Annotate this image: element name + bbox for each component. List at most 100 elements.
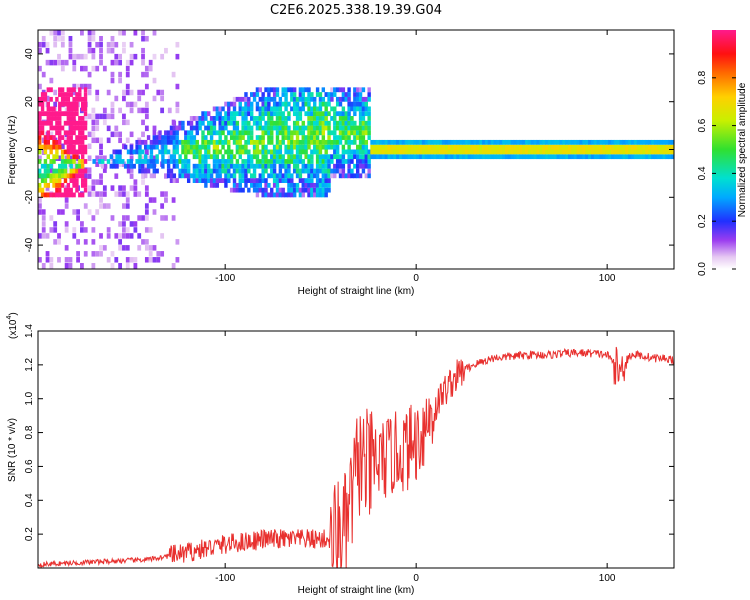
spectrogram-cell (424, 154, 429, 160)
spectrogram-cell (133, 221, 138, 227)
spectrogram-cell (487, 144, 492, 150)
spectrogram-cell (76, 53, 80, 60)
spectrogram-cell (419, 144, 423, 150)
spectrogram-cell (281, 120, 285, 126)
spectrogram-cell (347, 163, 351, 169)
spectrogram-cell (404, 139, 409, 145)
spectrogram-cell (347, 106, 351, 112)
spectrogram-cell (110, 113, 115, 120)
spectrogram-cell (270, 192, 274, 198)
spectrogram-cell (261, 92, 265, 97)
spectrogram-cell (410, 154, 414, 160)
spectrogram-cell (235, 144, 240, 150)
spectrogram-cell (137, 245, 142, 251)
spectrogram-cell (87, 155, 92, 161)
spectrogram-cell (396, 139, 400, 145)
spectrogram-cell (87, 41, 92, 48)
spectrogram-cell (315, 135, 320, 140)
spectrogram-cell (278, 101, 283, 107)
spectrogram-cell (307, 159, 311, 164)
spectrogram-cell (247, 120, 251, 126)
spectrogram-cell (358, 111, 363, 117)
spectrogram-cell (295, 96, 300, 102)
spectrogram-cell (49, 257, 54, 263)
spectrogram-cell (318, 163, 323, 169)
spectrogram-cell (224, 111, 228, 117)
spectrogram-cell (350, 154, 354, 160)
spectrogram-cell (66, 144, 71, 150)
spectrogram-cell (313, 187, 317, 193)
spectrogram-cell (63, 130, 68, 136)
spectrogram-cell (462, 139, 466, 145)
spectrogram-cell (64, 245, 69, 251)
spectrogram-cell (307, 87, 311, 93)
spectrogram-cell (367, 106, 371, 112)
spectrogram-cell (270, 87, 274, 93)
spectrogram-cell (513, 149, 517, 155)
snr-y-ticks: 0.20.40.60.81.01.21.4 (24, 324, 674, 541)
spectrogram-cell (313, 120, 317, 126)
spectrogram-cell (295, 144, 300, 150)
spectrogram-cell (333, 168, 337, 174)
spectrogram-cell (141, 59, 145, 66)
spectrogram-cell (353, 92, 357, 97)
spectrogram-cell (78, 87, 82, 93)
spectrogram-cell (327, 168, 331, 174)
spectrogram-cell (393, 154, 397, 160)
spectrogram-cell (315, 125, 320, 131)
spectrogram-cell (656, 139, 661, 145)
spectrogram-cell (313, 111, 317, 117)
spectrogram-cell (590, 139, 595, 145)
spectrogram-cell (281, 116, 285, 121)
spectrogram-cell (625, 144, 629, 150)
spectrogram-cell (341, 144, 346, 150)
spectrogram-cell (209, 168, 214, 174)
spectrogram-cell (344, 120, 348, 126)
spectrogram-cell (43, 168, 48, 174)
spectrogram-cell (272, 106, 277, 112)
spectrogram-cell (72, 59, 77, 66)
spectrogram-cell (327, 92, 331, 97)
spectrogram-cell (221, 120, 225, 126)
spectrogram-cell (95, 113, 100, 120)
spectrogram-cell (118, 191, 123, 197)
spectrogram-cell (218, 149, 222, 155)
spectrogram-cell (215, 130, 220, 136)
spectrogram-cell (301, 120, 305, 126)
spectrogram-cell (101, 163, 105, 169)
spectrogram-cell (350, 139, 354, 145)
spectrogram-cell (189, 135, 194, 140)
spectrogram-cell (272, 149, 277, 155)
spectrogram-cell (40, 187, 45, 193)
spectrogram-cell (272, 192, 277, 198)
spectrogram-cell (66, 111, 71, 117)
spectrogram-cell (447, 149, 452, 155)
spectrogram-cell (175, 130, 179, 136)
spectrogram-cell (287, 173, 291, 179)
spectrogram-cell (78, 135, 82, 140)
spectrogram-cell (122, 227, 126, 233)
spectrogram-cell (149, 173, 154, 179)
spectrogram-cell (198, 116, 202, 121)
spectrogram-cell (247, 135, 251, 140)
spectrogram-cell (361, 135, 366, 140)
spectrogram-cell (232, 154, 237, 160)
spectrogram-cell (189, 120, 194, 126)
spectrogram-cell (250, 178, 254, 183)
spectrogram-cell (122, 191, 126, 197)
spectrogram-cell (244, 159, 248, 164)
spectrogram-cell (270, 173, 274, 179)
spectrogram-cell (144, 191, 149, 197)
spectrogram-cell (330, 87, 334, 93)
snr-x-ticks: -100 0 100 (215, 331, 616, 584)
spectrogram-cell (244, 144, 248, 150)
spectrogram-cell (184, 159, 188, 164)
spectrogram-cell (212, 130, 217, 136)
spectrogram-cell (52, 139, 56, 145)
spectrogram-cell (118, 161, 123, 167)
spectrogram-cell (504, 154, 509, 160)
spectrogram-cell (642, 139, 646, 145)
spectrogram-cell (99, 179, 103, 185)
spectrogram-cell (304, 182, 308, 188)
